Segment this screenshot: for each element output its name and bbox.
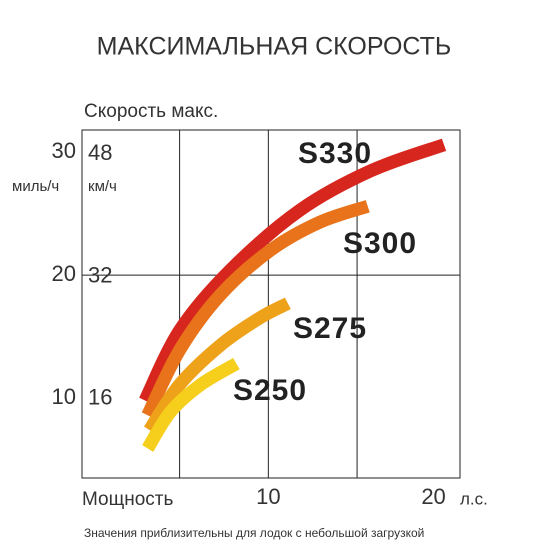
x-axis-label: Мощность (82, 489, 174, 510)
y2-tick-label: 16 (88, 384, 112, 409)
series-line (142, 357, 240, 452)
series-line (141, 200, 370, 419)
plot-frame (81, 129, 461, 479)
series-label: S330 (298, 137, 372, 170)
x-unit: л.с. (460, 489, 488, 508)
series-label: S275 (293, 312, 367, 345)
x-tick-label: 20 (421, 484, 445, 509)
chart-title: МАКСИМАЛЬНАЯ СКОРОСТЬ (97, 33, 452, 61)
series-label: S250 (233, 374, 307, 407)
y2-tick-label: 32 (88, 262, 112, 287)
y-tick-label: 30 (52, 138, 76, 163)
footnote: Значения приблизительны для лодок с небо… (84, 526, 424, 540)
y2-tick-label: 48 (88, 140, 112, 165)
y-tick-label: 10 (52, 384, 76, 409)
y-tick-label: 20 (52, 261, 76, 286)
series-line (143, 297, 291, 434)
y-axis-label: Скорость макс. (84, 101, 218, 122)
series-line (139, 138, 447, 404)
y-unit: миль/ч (12, 178, 59, 195)
x-tick-label: 10 (256, 484, 280, 509)
y2-unit: км/ч (88, 178, 117, 195)
series-label: S300 (343, 227, 417, 260)
